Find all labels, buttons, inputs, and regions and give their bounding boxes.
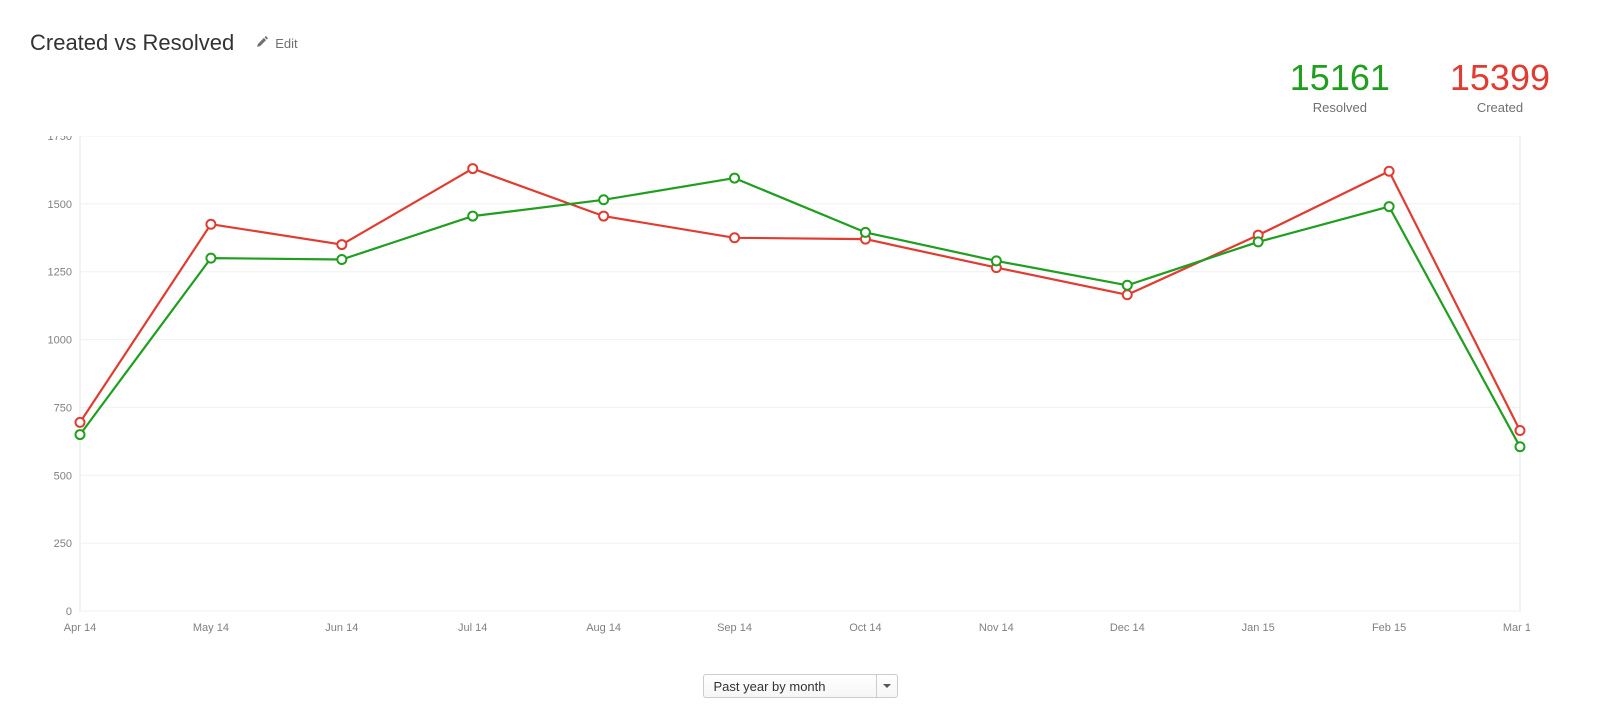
- y-tick-label: 500: [54, 470, 72, 482]
- x-tick-label: Jan 15: [1242, 622, 1275, 634]
- series-marker-resolved[interactable]: [1123, 281, 1132, 290]
- series-marker-created[interactable]: [1123, 290, 1132, 299]
- totals-block: 15161 Resolved 15399 Created: [1290, 60, 1550, 115]
- series-marker-created[interactable]: [730, 233, 739, 242]
- series-marker-created[interactable]: [1516, 426, 1525, 435]
- y-tick-label: 1500: [48, 199, 72, 211]
- x-tick-label: Dec 14: [1110, 622, 1145, 634]
- total-resolved-label: Resolved: [1290, 100, 1390, 115]
- timeframe-dropdown-label: Past year by month: [704, 675, 876, 697]
- series-marker-resolved[interactable]: [337, 255, 346, 264]
- series-marker-created[interactable]: [468, 164, 477, 173]
- series-marker-created[interactable]: [76, 418, 85, 427]
- series-marker-resolved[interactable]: [1516, 442, 1525, 451]
- x-tick-label: Oct 14: [849, 622, 881, 634]
- series-marker-resolved[interactable]: [468, 212, 477, 221]
- chevron-down-icon: [876, 675, 897, 697]
- x-tick-label: Jul 14: [458, 622, 487, 634]
- series-marker-created[interactable]: [206, 220, 215, 229]
- total-created-label: Created: [1450, 100, 1550, 115]
- y-tick-label: 0: [66, 606, 72, 618]
- x-tick-label: Mar 15: [1503, 622, 1530, 634]
- chart: 0 250 500 750 1000 1250 1500 1750 Apr 14 May 14 Ju…: [30, 136, 1530, 666]
- timeframe-dropdown[interactable]: Past year by month: [703, 674, 898, 698]
- series-marker-created[interactable]: [599, 212, 608, 221]
- x-tick-label: Apr 14: [64, 622, 96, 634]
- y-tick-label: 1000: [48, 335, 72, 347]
- series-marker-resolved[interactable]: [206, 254, 215, 263]
- x-tick-label: Sep 14: [717, 622, 752, 634]
- edit-link[interactable]: Edit: [256, 35, 297, 51]
- y-tick-label: 1750: [48, 136, 72, 143]
- x-tick-label: Feb 15: [1372, 622, 1406, 634]
- total-created: 15399 Created: [1450, 60, 1550, 115]
- series-marker-resolved[interactable]: [861, 228, 870, 237]
- x-tick-label: Aug 14: [586, 622, 621, 634]
- y-tick-label: 250: [54, 538, 72, 550]
- x-tick-label: Jun 14: [325, 622, 358, 634]
- total-created-value: 15399: [1450, 60, 1550, 96]
- series-marker-resolved[interactable]: [992, 256, 1001, 265]
- series-marker-resolved[interactable]: [1254, 237, 1263, 246]
- x-tick-label: Nov 14: [979, 622, 1014, 634]
- panel-title: Created vs Resolved: [30, 30, 234, 56]
- series-marker-resolved[interactable]: [730, 174, 739, 183]
- edit-label: Edit: [275, 36, 297, 51]
- pencil-icon: [256, 35, 269, 51]
- series-marker-created[interactable]: [337, 240, 346, 249]
- series-marker-resolved[interactable]: [1385, 202, 1394, 211]
- y-tick-label: 1250: [48, 267, 72, 279]
- series-marker-resolved[interactable]: [599, 195, 608, 204]
- series-marker-resolved[interactable]: [76, 430, 85, 439]
- y-tick-label: 750: [54, 402, 72, 414]
- x-tick-label: May 14: [193, 622, 229, 634]
- series-marker-created[interactable]: [1385, 167, 1394, 176]
- total-resolved-value: 15161: [1290, 60, 1390, 96]
- total-resolved: 15161 Resolved: [1290, 60, 1390, 115]
